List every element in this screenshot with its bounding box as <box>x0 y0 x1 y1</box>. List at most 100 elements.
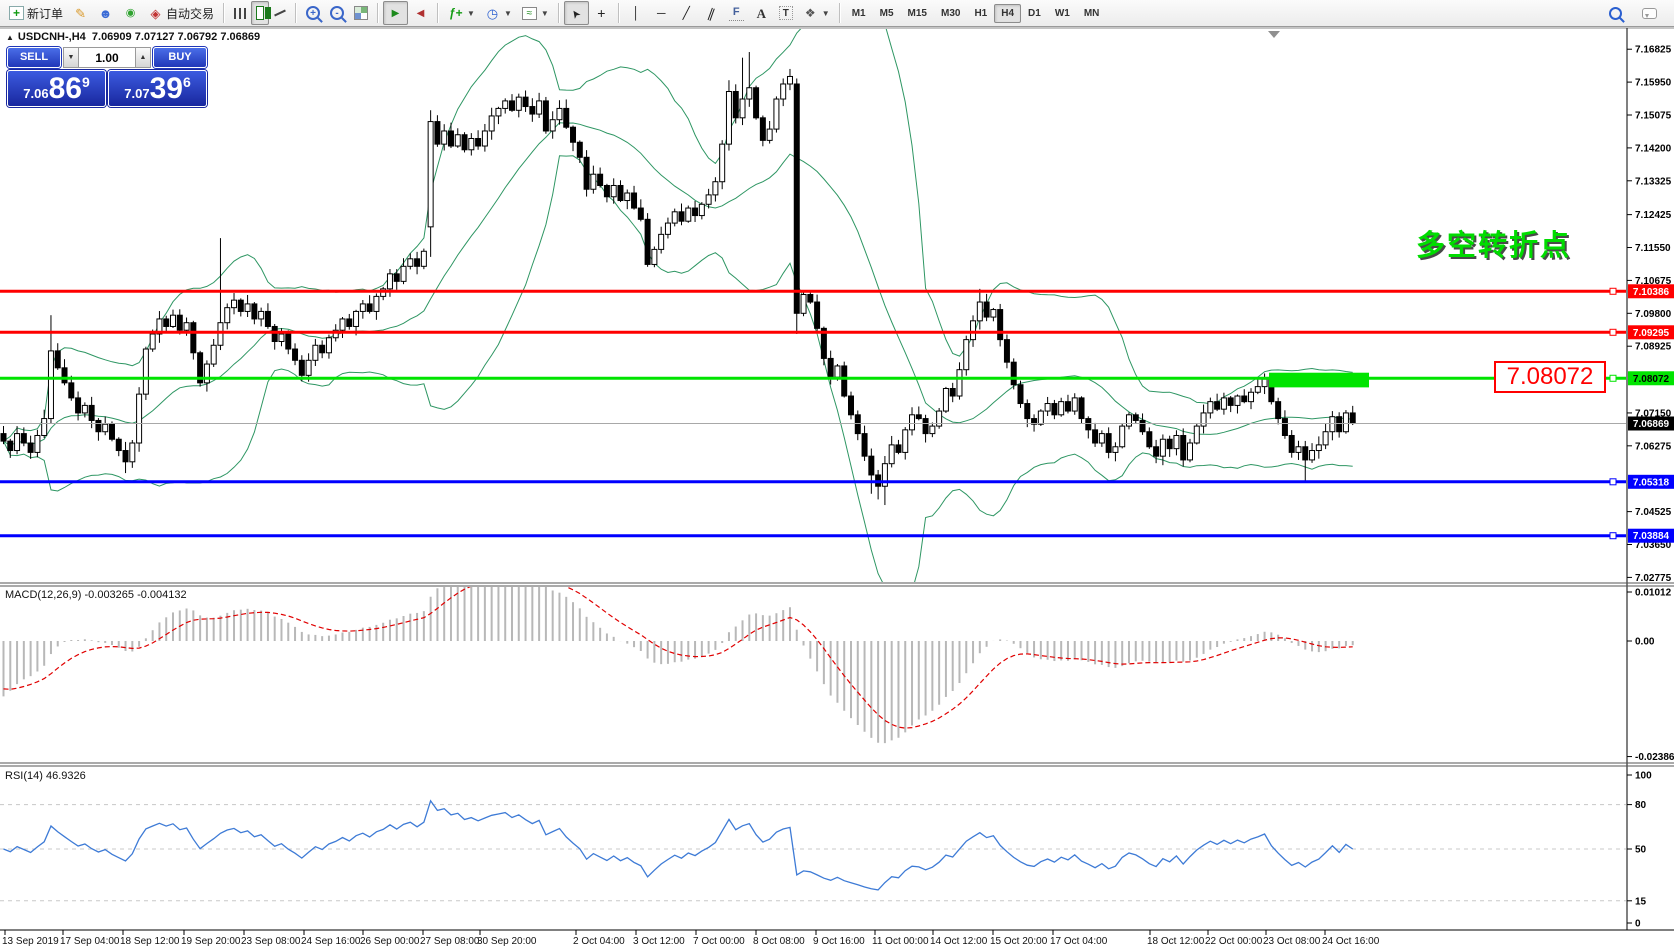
candle-body <box>1024 403 1031 420</box>
candle-body <box>244 303 251 312</box>
candle-body <box>692 207 699 217</box>
timeframe-h4-button[interactable]: H4 <box>994 3 1022 23</box>
timeframe-mn-button[interactable]: MN <box>1083 7 1100 19</box>
sell-price-box[interactable]: 7.06 86 9 <box>7 70 106 107</box>
zoom-in-button[interactable]: + <box>301 1 325 25</box>
candle-body <box>1234 395 1241 406</box>
label-tool-button[interactable]: T <box>774 1 798 25</box>
level-handle[interactable] <box>1609 374 1617 382</box>
vertical-line-button[interactable]: │ <box>624 1 649 25</box>
search-button[interactable] <box>1604 1 1627 25</box>
zoom-out-button[interactable]: - <box>325 1 349 25</box>
level-handle[interactable] <box>1609 287 1617 295</box>
candle-body <box>1105 433 1112 453</box>
hline-icon: ─ <box>657 5 666 20</box>
chart-text-annotation[interactable]: 多空转折点 <box>1416 230 1572 262</box>
chart-shift-marker[interactable] <box>1268 31 1280 38</box>
candle-body <box>1159 438 1166 457</box>
candle-body <box>644 218 651 265</box>
main-pane <box>0 29 1626 582</box>
trendline-button[interactable]: ╱ <box>674 1 699 25</box>
volume-down-button[interactable]: ▼ <box>63 47 79 68</box>
candle-body <box>936 410 943 427</box>
candles-icon <box>256 6 265 20</box>
timeframe-m15-button[interactable]: M15 <box>907 7 927 19</box>
candle-body <box>983 301 990 318</box>
candle-body <box>515 96 522 111</box>
level-handle[interactable] <box>1609 478 1617 486</box>
zoom-out-icon: - <box>330 6 345 20</box>
metaeditor-button[interactable]: ✎ <box>68 1 93 25</box>
timeframe-w1-button[interactable]: W1 <box>1054 7 1070 19</box>
candle-body <box>671 211 678 224</box>
timeframe-m5-button[interactable]: M5 <box>879 7 894 19</box>
candle-body <box>732 91 739 119</box>
templates-button[interactable]: ≈ ▼ <box>517 1 554 25</box>
chart-candles-button[interactable] <box>251 1 270 25</box>
macd-label: MACD(12,26,9) -0.003265 -0.004132 <box>5 589 187 601</box>
collapse-icon[interactable] <box>6 31 18 43</box>
timeframe-h1-button[interactable]: H1 <box>974 7 988 19</box>
new-order-button[interactable]: + 新订单 <box>4 1 68 25</box>
time-axis-label: 26 Sep 00:00 <box>360 936 420 947</box>
candle-body <box>88 404 95 421</box>
time-axis-label: 13 Sep 2019 <box>2 936 59 947</box>
candle-body <box>224 307 231 324</box>
chat-button[interactable] <box>1637 1 1662 25</box>
timeframe-d1-button[interactable]: D1 <box>1028 7 1041 19</box>
fibonacci-button[interactable]: F <box>724 1 749 25</box>
candle-body <box>1058 401 1065 416</box>
candle-body <box>841 365 848 397</box>
time-axis-label: 19 Sep 20:00 <box>181 936 241 947</box>
candle-body <box>264 310 271 327</box>
autoscroll-icon: ▶ <box>391 7 400 19</box>
level-handle[interactable] <box>1609 532 1617 540</box>
arrows-tool-button[interactable]: ❖ ▼ <box>798 1 835 25</box>
candle-body <box>108 423 115 440</box>
candle-body <box>217 322 224 346</box>
toolbar-separator <box>295 3 298 23</box>
candle-body <box>1349 412 1356 424</box>
chart-bars-button[interactable] <box>229 1 251 25</box>
text-tool-button[interactable]: A <box>749 1 774 25</box>
rsi-axis-tick: 100 <box>1635 771 1652 782</box>
indicators-list-button[interactable]: ƒ+ ▼ <box>443 1 480 25</box>
candle-body <box>1207 401 1214 414</box>
arrows-tool-dropdown-icon[interactable]: ▼ <box>821 8 830 18</box>
indicators-list-dropdown-icon[interactable]: ▼ <box>467 8 475 18</box>
candle-body <box>427 121 434 228</box>
periods-dropdown-icon[interactable]: ▼ <box>503 8 512 18</box>
price-callout-box[interactable]: 7.08072 <box>1494 361 1606 393</box>
timeframe-m1-button[interactable]: M1 <box>851 7 866 19</box>
volume-up-button[interactable]: ▲ <box>135 47 151 68</box>
candle-body <box>1078 397 1085 420</box>
autotrading-button[interactable]: ◈ 自动交易 <box>143 1 219 25</box>
community-button[interactable]: ☻ <box>93 1 118 25</box>
chart-shift-button[interactable]: ◀ <box>408 1 433 25</box>
symbol-ohlc: 7.06909 7.07127 7.06792 7.06869 <box>91 31 261 43</box>
volume-input[interactable] <box>79 47 135 68</box>
periods-button[interactable]: ◷ ▼ <box>480 1 517 25</box>
crosshair-button[interactable]: + <box>589 1 614 25</box>
auto-scroll-button[interactable]: ▶ <box>383 1 409 25</box>
sell-button[interactable]: SELL <box>7 47 61 68</box>
cursor-button[interactable]: ➤ <box>563 1 589 25</box>
signals-button[interactable]: ◉ <box>118 1 143 25</box>
buy-button[interactable]: BUY <box>153 47 207 68</box>
level-handle[interactable] <box>1609 328 1617 336</box>
time-axis-label: 8 Oct 08:00 <box>753 936 805 947</box>
candle-body <box>800 294 807 314</box>
candle-body <box>509 100 515 111</box>
buy-price-box[interactable]: 7.07 39 6 <box>108 70 207 107</box>
candle-body <box>386 273 393 290</box>
green-zone-rect[interactable] <box>1269 372 1369 388</box>
candle-body <box>400 265 407 282</box>
horizontal-line-button[interactable]: ─ <box>649 1 674 25</box>
tile-windows-button[interactable] <box>349 1 373 25</box>
time-axis-label: 22 Oct 00:00 <box>1205 936 1263 947</box>
time-axis-label: 27 Sep 08:00 <box>420 936 480 947</box>
templates-dropdown-icon[interactable]: ▼ <box>540 8 549 18</box>
timeframe-m30-button[interactable]: M30 <box>940 7 961 19</box>
